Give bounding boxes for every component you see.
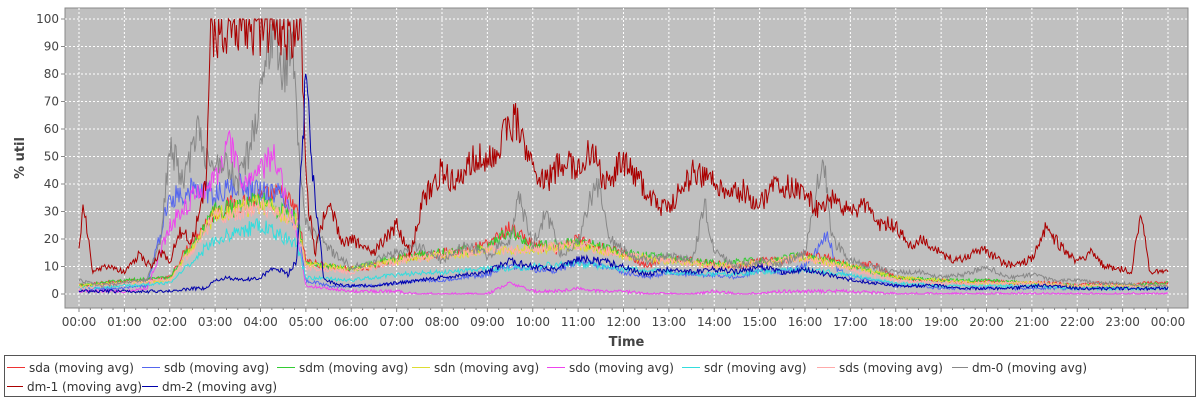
y-tick-label: 10 [44,260,59,274]
x-tick-label: 07:00 [379,315,414,329]
y-tick-label: 50 [44,150,59,164]
y-tick-label: 20 [44,232,59,246]
x-tick-label: 22:00 [1060,315,1095,329]
x-tick-label: 00:00 [62,315,97,329]
x-tick-label: 19:00 [924,315,959,329]
series-line-8 [78,17,1169,275]
series-line-4 [78,129,1169,296]
legend-label: sdm (moving avg) [299,360,409,375]
legend-swatch [952,367,968,368]
legend-item: sda (moving avg) [7,358,142,377]
x-tick-label: 05:00 [289,315,324,329]
legend-label: sds (moving avg) [839,360,943,375]
x-tick-label: 02:00 [152,315,187,329]
x-tick-label: 10:00 [515,315,550,329]
legend-swatch [412,367,430,368]
y-axis-title: % util [13,137,28,179]
y-tick-label: 60 [44,122,59,136]
line-chart: 0 10 20 30 40 50 60 70 80 90 100 00:00 01:00 02:00 03:… [13,7,1189,350]
legend-label: sdn (moving avg) [434,360,540,375]
legend-item: sdm (moving avg) [277,358,412,377]
legend-item: sdn (moving avg) [412,358,547,377]
x-tick-label: 16:00 [788,315,823,329]
legend-swatch [142,386,158,387]
series-layer [78,17,1169,296]
x-tick-label: 13:00 [652,315,687,329]
y-tick-label: 100 [36,12,59,26]
series-line-7 [78,18,1169,289]
legend: sda (moving avg) sdb (moving avg) sdm (mov… [4,355,1196,397]
x-tick-label: 20:00 [969,315,1004,329]
legend-swatch [142,367,160,368]
legend-item: dm-0 (moving avg) [952,358,1087,377]
x-tick-label: 17:00 [833,315,868,329]
x-tick-label: 12:00 [606,315,641,329]
x-tick-label: 15:00 [742,315,777,329]
legend-label: sda (moving avg) [29,360,134,375]
legend-item: dm-2 (moving avg) [142,377,277,396]
legend-swatch [682,367,700,368]
legend-label: dm-1 (moving avg) [26,379,142,394]
x-tick-label: 11:00 [561,315,596,329]
series-line-6 [78,198,1169,291]
x-tick-label: 09:00 [470,315,505,329]
legend-label: sdr (moving avg) [704,360,807,375]
legend-item: dm-1 (moving avg) [7,377,142,396]
legend-swatch [7,386,23,387]
legend-label: sdo (moving avg) [569,360,674,375]
x-tick-label: 01:00 [107,315,142,329]
x-tick-label: 06:00 [334,315,369,329]
legend-item: sds (moving avg) [817,358,952,377]
legend-label: dm-0 (moving avg) [971,360,1087,375]
x-tick-label: 03:00 [198,315,233,329]
x-tick-label: 21:00 [1015,315,1050,329]
legend-label: sdb (moving avg) [164,360,270,375]
legend-item: sdo (moving avg) [547,358,682,377]
x-tick-label: 14:00 [697,315,732,329]
series-line-5 [78,218,1169,292]
y-tick-label: 70 [44,95,59,109]
y-tick-label: 90 [44,40,59,54]
legend-swatch [7,367,25,368]
x-tick-label: 23:00 [1105,315,1140,329]
axes: 0 10 20 30 40 50 60 70 80 90 100 00:00 01:00 02:00 03:… [36,12,1185,329]
x-tick-label: 00:00 [1151,315,1186,329]
legend-swatch [547,367,565,368]
legend-label: dm-2 (moving avg) [161,379,277,394]
x-tick-label: 18:00 [878,315,913,329]
x-tick-label: 08:00 [425,315,460,329]
y-tick-label: 80 [44,67,59,81]
x-axis-title: Time [609,335,645,350]
y-tick-label: 0 [51,287,59,301]
legend-item: sdb (moving avg) [142,358,277,377]
y-tick-label: 40 [44,177,59,191]
legend-swatch [277,367,295,368]
y-tick-label: 30 [44,205,59,219]
series-line-9 [78,73,1169,295]
legend-swatch [817,367,835,368]
legend-item: sdr (moving avg) [682,358,817,377]
x-tick-label: 04:00 [243,315,278,329]
